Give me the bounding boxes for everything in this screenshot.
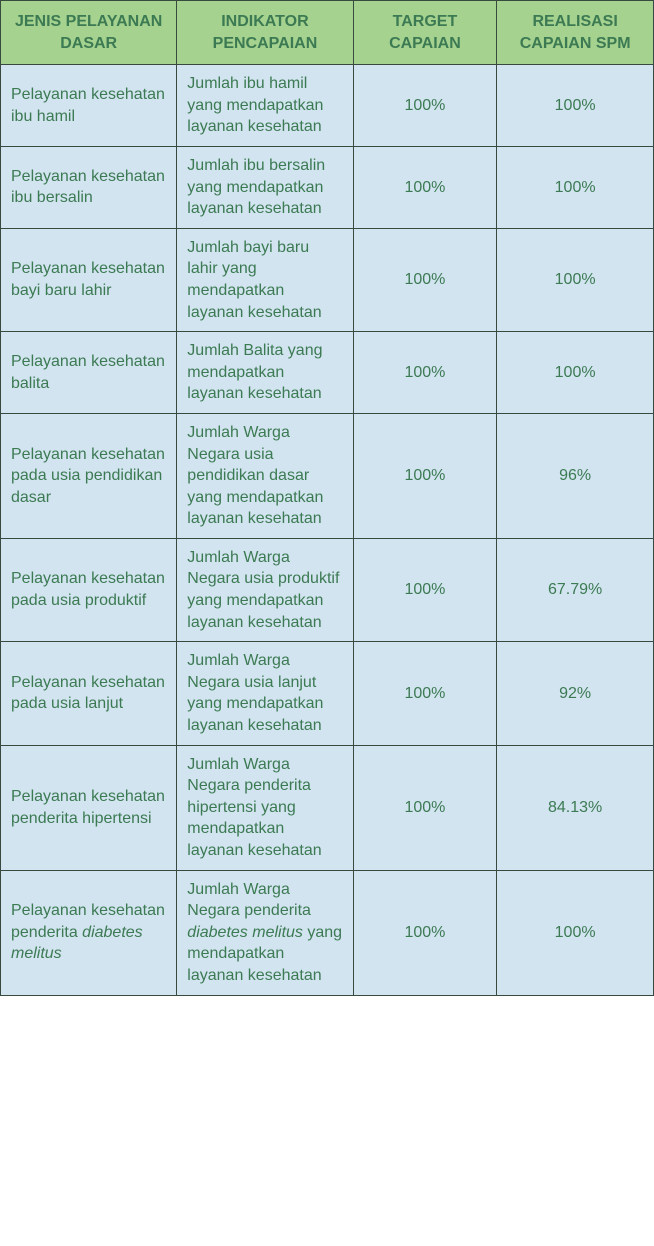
cell-realisasi: 84.13% <box>497 745 654 870</box>
cell-jenis: Pelayanan kesehatan pada usia lanjut <box>1 642 177 745</box>
table-row: Pelayanan kesehatan ibu hamil Jumlah ibu… <box>1 65 654 147</box>
cell-target: 100% <box>353 65 497 147</box>
table-row: Pelayanan kesehatan pada usia produktif … <box>1 538 654 641</box>
cell-target: 100% <box>353 745 497 870</box>
cell-indikator: Jumlah Warga Negara usia pendidikan dasa… <box>177 413 353 538</box>
cell-jenis: Pelayanan kesehatan pada usia produktif <box>1 538 177 641</box>
col-header-target: TARGET CAPAIAN <box>353 1 497 65</box>
cell-target: 100% <box>353 538 497 641</box>
cell-indikator: Jumlah Warga Negara penderita diabetes m… <box>177 870 353 995</box>
cell-jenis: Pelayanan kesehatan penderita hipertensi <box>1 745 177 870</box>
cell-indikator: Jumlah Warga Negara penderita hipertensi… <box>177 745 353 870</box>
cell-realisasi: 92% <box>497 642 654 745</box>
table-header: JENIS PELAYANAN DASAR INDIKATOR PENCAPAI… <box>1 1 654 65</box>
cell-jenis: Pelayanan kesehatan pada usia pendidikan… <box>1 413 177 538</box>
cell-indikator: Jumlah Warga Negara usia lanjut yang men… <box>177 642 353 745</box>
cell-indikator: Jumlah Balita yang mendapatkan layanan k… <box>177 332 353 414</box>
cell-realisasi: 100% <box>497 65 654 147</box>
cell-indikator: Jumlah bayi baru lahir yang mendapatkan … <box>177 228 353 331</box>
cell-jenis: Pelayanan kesehatan balita <box>1 332 177 414</box>
cell-realisasi: 100% <box>497 332 654 414</box>
table-header-row: JENIS PELAYANAN DASAR INDIKATOR PENCAPAI… <box>1 1 654 65</box>
spm-table: JENIS PELAYANAN DASAR INDIKATOR PENCAPAI… <box>0 0 654 996</box>
col-header-jenis: JENIS PELAYANAN DASAR <box>1 1 177 65</box>
table-body: Pelayanan kesehatan ibu hamil Jumlah ibu… <box>1 65 654 995</box>
col-header-realisasi: REALISASI CAPAIAN SPM <box>497 1 654 65</box>
cell-target: 100% <box>353 642 497 745</box>
cell-jenis: Pelayanan kesehatan ibu hamil <box>1 65 177 147</box>
cell-target: 100% <box>353 332 497 414</box>
table-row: Pelayanan kesehatan bayi baru lahir Juml… <box>1 228 654 331</box>
cell-jenis: Pelayanan kesehatan penderita diabetes m… <box>1 870 177 995</box>
cell-jenis: Pelayanan kesehatan bayi baru lahir <box>1 228 177 331</box>
table-row: Pelayanan kesehatan balita Jumlah Balita… <box>1 332 654 414</box>
cell-realisasi: 100% <box>497 146 654 228</box>
cell-realisasi: 100% <box>497 870 654 995</box>
cell-realisasi: 67.79% <box>497 538 654 641</box>
cell-indikator: Jumlah Warga Negara usia produktif yang … <box>177 538 353 641</box>
cell-realisasi: 96% <box>497 413 654 538</box>
cell-jenis: Pelayanan kesehatan ibu bersalin <box>1 146 177 228</box>
cell-target: 100% <box>353 413 497 538</box>
table-row: Pelayanan kesehatan pada usia lanjut Jum… <box>1 642 654 745</box>
col-header-indikator: INDIKATOR PENCAPAIAN <box>177 1 353 65</box>
table-row: Pelayanan kesehatan penderita hipertensi… <box>1 745 654 870</box>
cell-target: 100% <box>353 228 497 331</box>
table-row: Pelayanan kesehatan ibu bersalin Jumlah … <box>1 146 654 228</box>
cell-indikator: Jumlah ibu hamil yang mendapatkan layana… <box>177 65 353 147</box>
cell-indikator: Jumlah ibu bersalin yang mendapatkan lay… <box>177 146 353 228</box>
cell-target: 100% <box>353 146 497 228</box>
table-row: Pelayanan kesehatan penderita diabetes m… <box>1 870 654 995</box>
cell-realisasi: 100% <box>497 228 654 331</box>
table-row: Pelayanan kesehatan pada usia pendidikan… <box>1 413 654 538</box>
cell-target: 100% <box>353 870 497 995</box>
